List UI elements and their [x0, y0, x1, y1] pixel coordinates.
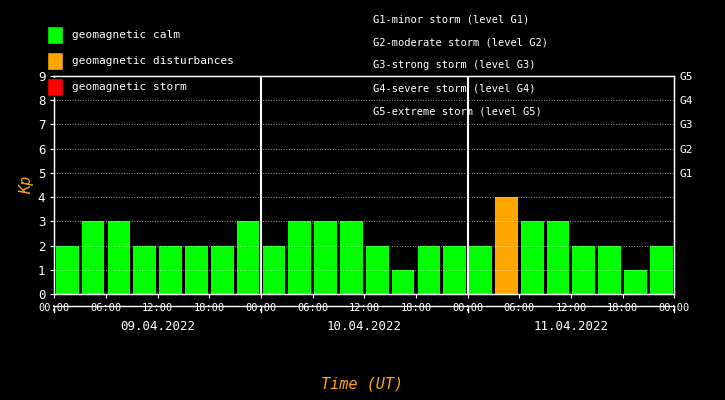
Text: G1-minor storm (level G1): G1-minor storm (level G1)	[373, 14, 530, 24]
Bar	[573, 246, 595, 294]
Bar	[82, 221, 104, 294]
Bar	[495, 197, 518, 294]
Bar	[185, 246, 208, 294]
Bar	[211, 246, 233, 294]
Bar	[160, 246, 182, 294]
Bar	[262, 246, 285, 294]
Bar	[392, 270, 415, 294]
Text: G3-strong storm (level G3): G3-strong storm (level G3)	[373, 60, 536, 70]
Y-axis label: Kp: Kp	[19, 176, 33, 194]
Text: 09.04.2022: 09.04.2022	[120, 320, 195, 332]
Text: geomagnetic storm: geomagnetic storm	[72, 82, 186, 92]
Text: geomagnetic calm: geomagnetic calm	[72, 30, 180, 40]
Bar	[56, 246, 78, 294]
Bar	[133, 246, 156, 294]
Text: Time (UT): Time (UT)	[321, 376, 404, 392]
Bar	[107, 221, 130, 294]
Bar	[340, 221, 362, 294]
Text: G5-extreme storm (level G5): G5-extreme storm (level G5)	[373, 107, 542, 117]
Bar	[418, 246, 440, 294]
Bar	[650, 246, 673, 294]
Bar	[624, 270, 647, 294]
Text: 11.04.2022: 11.04.2022	[534, 320, 608, 332]
Bar	[444, 246, 466, 294]
Bar	[547, 221, 569, 294]
Bar	[598, 246, 621, 294]
Bar	[237, 221, 260, 294]
Text: geomagnetic disturbances: geomagnetic disturbances	[72, 56, 233, 66]
Bar	[289, 221, 311, 294]
Bar	[366, 246, 389, 294]
Text: 10.04.2022: 10.04.2022	[327, 320, 402, 332]
Bar	[469, 246, 492, 294]
Bar	[314, 221, 337, 294]
Text: G2-moderate storm (level G2): G2-moderate storm (level G2)	[373, 37, 548, 47]
Text: G4-severe storm (level G4): G4-severe storm (level G4)	[373, 84, 536, 94]
Bar	[521, 221, 544, 294]
